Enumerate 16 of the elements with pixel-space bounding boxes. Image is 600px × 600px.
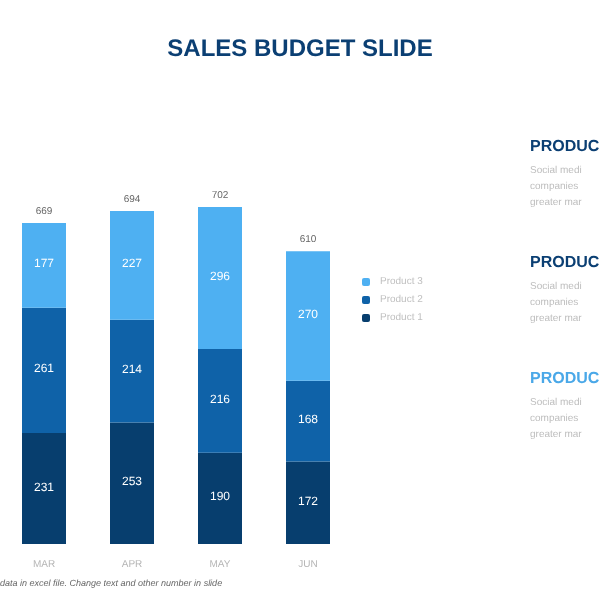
bar [22, 307, 66, 434]
bar [110, 319, 154, 423]
text: PRODUC [530, 137, 600, 155]
bar [286, 251, 330, 381]
text: PRODUC [530, 369, 600, 387]
bar [286, 461, 330, 544]
bar [286, 380, 330, 462]
bar [22, 222, 66, 308]
bar [198, 452, 242, 544]
bar [110, 210, 154, 320]
text: PRODUC [530, 253, 600, 271]
bar [198, 207, 242, 350]
bar [110, 422, 154, 544]
bar [22, 433, 66, 544]
chart-title: SALES BUDGET SLIDE [167, 34, 433, 62]
bar [198, 349, 242, 453]
